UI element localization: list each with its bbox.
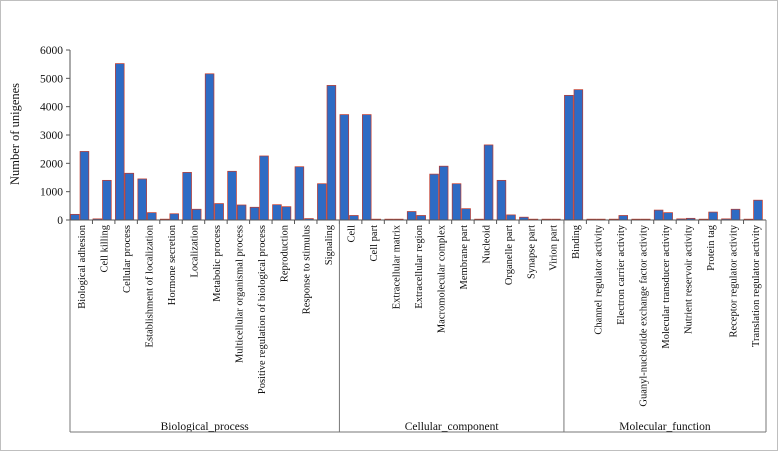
- bar-series: [70, 63, 763, 221]
- bar: [182, 172, 192, 221]
- x-category-label: Electron carrier activity: [616, 224, 627, 324]
- x-category-label: Cell: [347, 225, 358, 243]
- bar: [730, 208, 741, 221]
- y-tick-label: 0: [57, 215, 63, 227]
- x-category-label: Synapse part: [526, 225, 537, 279]
- bar: [406, 211, 417, 221]
- x-category-label: Hormone secretion: [167, 224, 178, 305]
- x-category-label: Receptor regulator activity: [728, 224, 739, 337]
- bar: [70, 213, 80, 221]
- bar: [461, 208, 471, 221]
- bar: [753, 199, 763, 221]
- x-category-label: Protein tag: [706, 224, 717, 271]
- y-tick-label: 2000: [40, 158, 63, 170]
- bar: [663, 212, 673, 221]
- bar: [362, 114, 372, 221]
- x-category-label: Multicellular organismal process: [234, 225, 245, 363]
- bar: [169, 213, 179, 221]
- x-category-label: Nucleoid: [481, 224, 492, 263]
- x-category-label: Positive regulation of biological proces…: [257, 225, 268, 394]
- bar: [573, 89, 584, 221]
- x-category-label: Binding: [571, 224, 582, 259]
- bar: [429, 173, 439, 221]
- bar: [416, 215, 426, 221]
- bar: [317, 183, 327, 221]
- bar: [708, 211, 718, 221]
- group-label: Cellular_component: [405, 421, 500, 433]
- bar: [204, 73, 215, 221]
- x-category-label: Biological adhesion: [77, 224, 88, 308]
- y-tick-label: 4000: [40, 102, 63, 114]
- y-tick-label: 3000: [40, 130, 63, 142]
- bar: [618, 215, 629, 221]
- bar: [496, 179, 507, 221]
- bar: [147, 212, 157, 221]
- bar: [653, 209, 664, 221]
- x-category-label: Response to stimulus: [302, 225, 313, 314]
- bar: [115, 63, 125, 221]
- bar: [438, 165, 449, 221]
- bar: [102, 179, 112, 221]
- bar: [294, 166, 305, 221]
- bar: [259, 155, 269, 221]
- x-axis: Biological adhesion Cell killing Cellular …: [69, 219, 767, 433]
- bar: [326, 85, 337, 221]
- bar: [249, 206, 260, 221]
- bar: [227, 170, 237, 221]
- x-category-label: Localization: [189, 224, 200, 277]
- x-category-label: Guanyl-nucleotide exchange factor activi…: [639, 224, 650, 406]
- group-label: Molecular_function: [619, 421, 711, 433]
- x-category-label: Cellular process: [122, 225, 133, 293]
- bar: [564, 94, 574, 221]
- x-category-label: Molecular transducer activity: [661, 224, 672, 348]
- x-category-label: Signaling: [324, 224, 335, 265]
- x-category-label: Channel regulator activity: [594, 224, 605, 334]
- x-category-label: Metabolic process: [212, 225, 223, 302]
- bar: [451, 183, 462, 221]
- x-category-label: Extracellular matrix: [392, 224, 403, 309]
- x-category-label: Macromolecular complex: [436, 224, 447, 333]
- bar: [272, 204, 282, 221]
- bar: [236, 204, 247, 221]
- x-category-label: Translation regulator activity: [751, 224, 762, 347]
- y-axis-title: Number of unigenes: [8, 83, 22, 185]
- x-category-label: Reproduction: [279, 224, 290, 282]
- bar: [281, 206, 292, 221]
- x-category-label: Establishment of localization: [145, 224, 156, 347]
- bar: [79, 151, 90, 221]
- bar: [137, 178, 147, 221]
- bar: [483, 144, 494, 221]
- x-category-label: Cell part: [369, 225, 380, 262]
- x-category-label: Membrane part: [459, 225, 470, 290]
- x-category-label: Cell killing: [100, 224, 111, 272]
- y-tick-label: 6000: [40, 45, 63, 57]
- y-tick-label: 1000: [40, 187, 63, 199]
- bar: [339, 114, 350, 221]
- bar: [214, 203, 224, 221]
- x-category-label: Organelle part: [504, 225, 515, 285]
- bar: [349, 215, 359, 221]
- group-label: Biological_process: [161, 421, 250, 433]
- y-axis: 0 1000 2000 3000 4000 5000 6000: [40, 45, 71, 227]
- x-category-label: Extracellular region: [414, 224, 425, 308]
- bar: [124, 172, 135, 221]
- y-tick-label: 5000: [40, 73, 63, 85]
- x-category-label: Virion part: [549, 225, 560, 271]
- bar: [506, 214, 516, 221]
- bar: [191, 208, 202, 221]
- x-category-label: Nutrient reservoir activity: [683, 224, 694, 334]
